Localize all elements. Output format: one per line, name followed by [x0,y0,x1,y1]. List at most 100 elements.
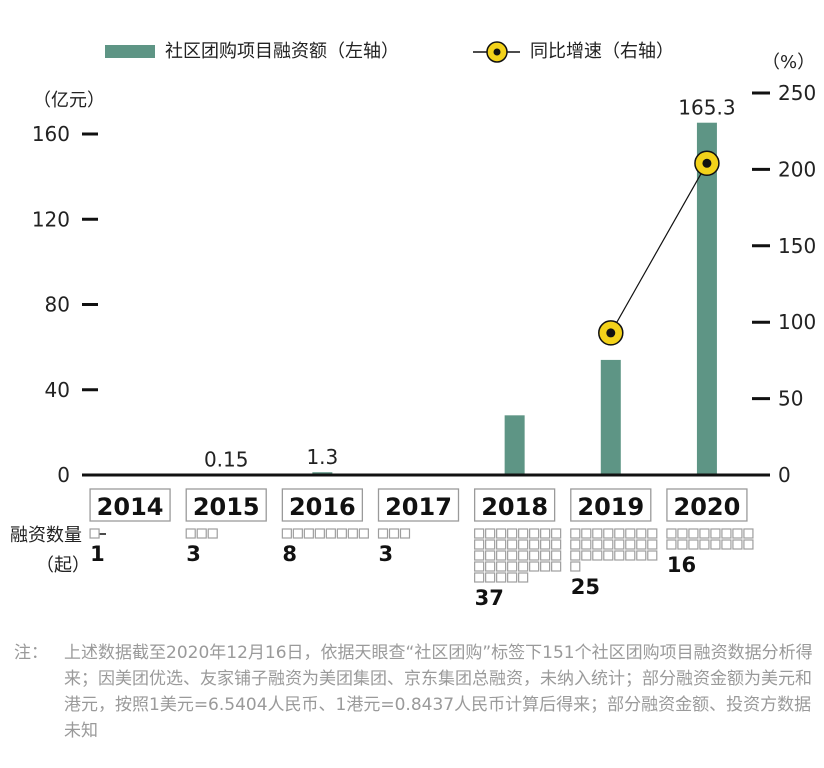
financing-count-2017: 3 [379,542,394,566]
year-label-2017: 2017 [385,493,452,521]
financing-square-2020 [677,528,688,539]
financing-square-2018 [518,561,529,572]
financing-square-2019 [614,539,625,550]
financing-square-2018 [551,528,562,539]
financing-square-2016 [358,528,369,539]
financing-square-2018 [485,528,496,539]
financing-square-2019 [614,550,625,561]
financing-square-2015 [196,528,207,539]
bar-2018 [504,415,525,475]
financing-square-2016 [281,528,292,539]
left-axis-tick-label: 40 [45,378,70,402]
left-axis-tick-label: 80 [45,293,70,317]
financing-count-2020: 16 [667,553,696,577]
financing-square-2020 [677,539,688,550]
financing-count-2019: 25 [571,575,600,599]
financing-square-2019 [592,539,603,550]
year-box-2017 [377,488,460,522]
legend-bar-swatch [105,45,155,58]
financing-square-2018 [529,539,540,550]
financing-square-2019 [581,539,592,550]
financing-square-2018 [529,528,540,539]
financing-square-2018 [518,539,529,550]
financing-square-2018 [496,561,507,572]
financing-square-2018 [518,550,529,561]
financing-square-2018 [474,561,485,572]
financing-square-2018 [507,528,518,539]
year-label-2019: 2019 [577,493,644,521]
footnote-label: 注： [14,643,48,663]
financing-square-2019 [603,539,614,550]
financing-square-2018 [485,561,496,572]
financing-square-2019 [570,539,581,550]
financing-square-2018 [474,550,485,561]
bar-2019 [600,359,621,475]
financing-square-2019 [636,528,647,539]
financing-square-2020 [710,539,721,550]
year-label-2020: 2020 [674,493,741,521]
financing-square-2019 [625,528,636,539]
right-axis-tick-label: 200 [778,157,816,181]
financing-square-2018 [551,561,562,572]
financing-count-2018: 37 [475,586,504,610]
right-axis-unit: （%） [762,52,815,73]
financing-square-2019 [570,550,581,561]
financing-square-2019 [581,550,592,561]
financing-square-2019 [636,550,647,561]
financing-square-2015 [207,528,218,539]
year-box-2015 [185,488,267,522]
financing-square-2020 [710,528,721,539]
financing-square-2018 [485,550,496,561]
financing-square-2016 [347,528,358,539]
left-axis-tick-label: 160 [32,122,70,146]
right-axis-tick-label: 100 [778,310,816,334]
financing-square-2018 [496,528,507,539]
financing-count-2015: 3 [186,542,201,566]
financing-square-2019 [625,550,636,561]
financing-square-2018 [474,539,485,550]
year-box-2018 [473,488,556,522]
financing-count-2016: 8 [282,542,297,566]
legend-bar-label: 社区团购项目融资额（左轴） [165,41,399,62]
year-box-2020 [666,488,748,522]
financing-square-2019 [592,528,603,539]
bar-2020 [696,122,717,475]
left-axis-unit: （亿元） [33,90,105,111]
financing-square-2018 [551,539,562,550]
financing-square-2019 [581,528,592,539]
financing-square-2018 [474,528,485,539]
financing-square-2019 [647,539,658,550]
year-box-2014 [89,488,171,522]
financing-square-2020 [743,528,754,539]
financing-square-2018 [507,550,518,561]
financing-square-2017 [399,528,411,539]
financing-square-2020 [666,528,677,539]
legend-line-marker-dot [493,48,501,56]
financing-square-2019 [603,550,614,561]
financing-square-2018 [540,528,551,539]
left-axis-tick-label: 0 [57,463,70,487]
financing-square-2019 [603,528,614,539]
financing-square-2018 [496,539,507,550]
growth-marker-dot-2019 [606,328,616,338]
financing-square-2018 [518,528,529,539]
financing-square-2017 [388,528,400,539]
financing-square-2016 [325,528,336,539]
financing-square-2019 [636,539,647,550]
financing-square-2019 [647,528,658,539]
financing-square-2016 [303,528,314,539]
legend-line-label: 同比增速（右轴） [530,41,674,62]
year-box-2016 [281,488,364,522]
right-axis-tick-label: 150 [778,234,816,258]
financing-square-2019 [570,561,581,572]
financing-square-2018 [540,550,551,561]
financing-square-2018 [529,550,540,561]
financing-square-2020 [699,539,710,550]
financing-square-2019 [614,528,625,539]
financing-square-2020 [721,539,732,550]
financing-square-2014 [89,528,100,539]
financing-square-2015 [185,528,196,539]
financing-square-2020 [721,528,732,539]
year-box-2019 [570,488,652,522]
